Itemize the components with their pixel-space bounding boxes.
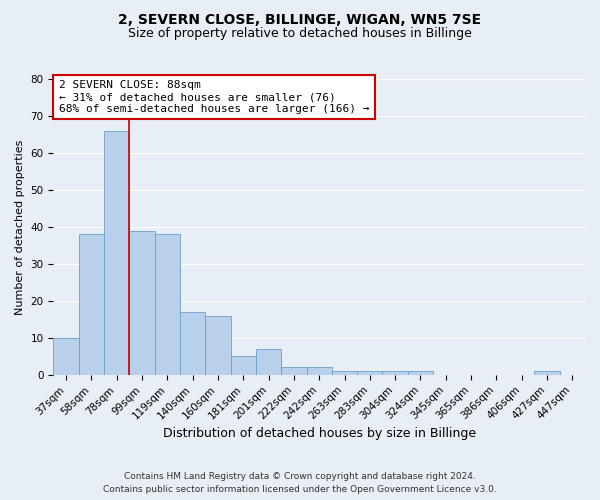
Y-axis label: Number of detached properties: Number of detached properties	[15, 139, 25, 314]
Bar	[357, 371, 382, 375]
Bar	[180, 312, 205, 375]
Text: 2 SEVERN CLOSE: 88sqm
← 31% of detached houses are smaller (76)
68% of semi-deta: 2 SEVERN CLOSE: 88sqm ← 31% of detached …	[59, 80, 369, 114]
Bar	[332, 371, 357, 375]
Bar	[155, 234, 180, 375]
Bar	[408, 371, 433, 375]
Bar	[205, 316, 230, 375]
Bar	[130, 230, 155, 375]
Bar	[535, 371, 560, 375]
Bar	[281, 368, 307, 375]
Bar	[104, 131, 130, 375]
Bar	[307, 368, 332, 375]
Text: 2, SEVERN CLOSE, BILLINGE, WIGAN, WN5 7SE: 2, SEVERN CLOSE, BILLINGE, WIGAN, WN5 7S…	[118, 12, 482, 26]
Text: Size of property relative to detached houses in Billinge: Size of property relative to detached ho…	[128, 28, 472, 40]
Bar	[382, 371, 408, 375]
Bar	[230, 356, 256, 375]
Text: Contains HM Land Registry data © Crown copyright and database right 2024.: Contains HM Land Registry data © Crown c…	[124, 472, 476, 481]
Bar	[79, 234, 104, 375]
Bar	[256, 349, 281, 375]
Text: Contains public sector information licensed under the Open Government Licence v3: Contains public sector information licen…	[103, 484, 497, 494]
Bar	[53, 338, 79, 375]
X-axis label: Distribution of detached houses by size in Billinge: Distribution of detached houses by size …	[163, 427, 476, 440]
